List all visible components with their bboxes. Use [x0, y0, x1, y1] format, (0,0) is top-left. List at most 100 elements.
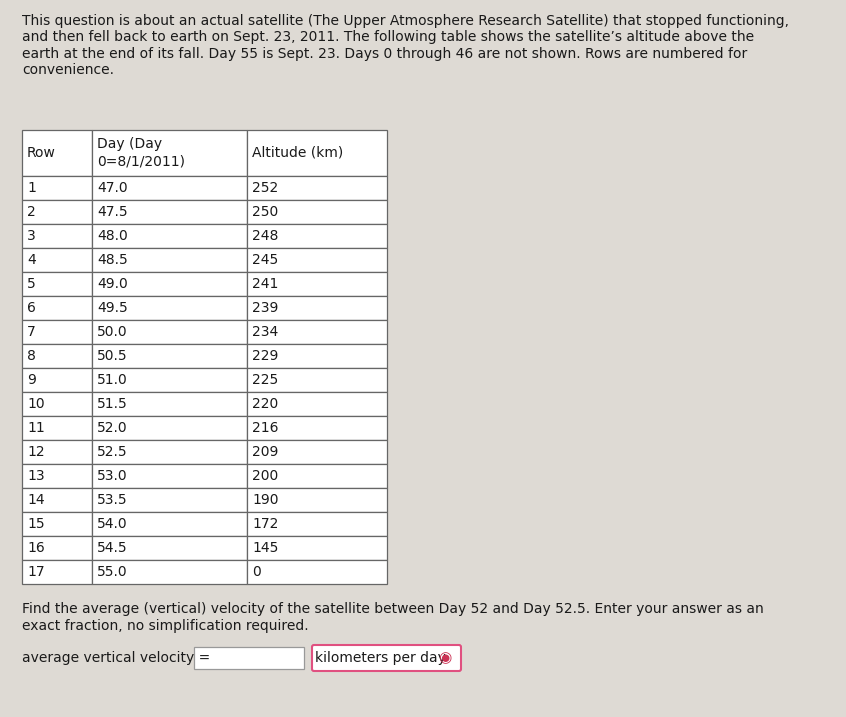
- Text: This question is about an actual satellite (The Upper Atmosphere Research Satell: This question is about an actual satelli…: [22, 14, 789, 28]
- Bar: [247, 464, 387, 488]
- Bar: [22, 440, 92, 464]
- Text: 47.5: 47.5: [97, 205, 128, 219]
- Text: ◉: ◉: [438, 650, 452, 665]
- Text: 10: 10: [27, 397, 45, 411]
- Text: 14: 14: [27, 493, 45, 507]
- Text: 245: 245: [252, 253, 278, 267]
- Text: 54.0: 54.0: [97, 517, 128, 531]
- Bar: [247, 200, 387, 224]
- Bar: [247, 488, 387, 512]
- Text: 234: 234: [252, 325, 278, 339]
- Bar: [92, 440, 247, 464]
- Text: Day (Day
0=8/1/2011): Day (Day 0=8/1/2011): [97, 138, 185, 168]
- Bar: [247, 416, 387, 440]
- Bar: [247, 536, 387, 560]
- Text: 5: 5: [27, 277, 36, 291]
- Text: 3: 3: [27, 229, 36, 243]
- Bar: [247, 272, 387, 296]
- Bar: [22, 416, 92, 440]
- Bar: [22, 488, 92, 512]
- Text: 190: 190: [252, 493, 278, 507]
- Text: 48.5: 48.5: [97, 253, 128, 267]
- Text: earth at the end of its fall. Day 55 is Sept. 23. Days 0 through 46 are not show: earth at the end of its fall. Day 55 is …: [22, 47, 747, 61]
- Text: 55.0: 55.0: [97, 565, 128, 579]
- Bar: [247, 344, 387, 368]
- Text: 248: 248: [252, 229, 278, 243]
- Bar: [92, 200, 247, 224]
- Text: 12: 12: [27, 445, 45, 459]
- Bar: [247, 368, 387, 392]
- Bar: [247, 320, 387, 344]
- Text: 216: 216: [252, 421, 278, 435]
- Bar: [22, 130, 92, 176]
- Bar: [22, 536, 92, 560]
- Bar: [22, 392, 92, 416]
- Bar: [22, 368, 92, 392]
- Text: 241: 241: [252, 277, 278, 291]
- Bar: [247, 176, 387, 200]
- Text: and then fell back to earth on Sept. 23, 2011. The following table shows the sat: and then fell back to earth on Sept. 23,…: [22, 31, 754, 44]
- Bar: [92, 272, 247, 296]
- Bar: [22, 200, 92, 224]
- Text: 53.5: 53.5: [97, 493, 128, 507]
- Text: 6: 6: [27, 301, 36, 315]
- Bar: [22, 272, 92, 296]
- Text: 1: 1: [27, 181, 36, 195]
- Bar: [22, 512, 92, 536]
- Text: 220: 220: [252, 397, 278, 411]
- Bar: [247, 224, 387, 248]
- Bar: [22, 344, 92, 368]
- Bar: [92, 224, 247, 248]
- Bar: [22, 560, 92, 584]
- Text: Find the average (vertical) velocity of the satellite between Day 52 and Day 52.: Find the average (vertical) velocity of …: [22, 602, 764, 616]
- Text: kilometers per day: kilometers per day: [316, 651, 446, 665]
- Text: 15: 15: [27, 517, 45, 531]
- Bar: [247, 560, 387, 584]
- Text: 225: 225: [252, 373, 278, 387]
- Bar: [92, 344, 247, 368]
- Bar: [22, 248, 92, 272]
- Text: exact fraction, no simplification required.: exact fraction, no simplification requir…: [22, 619, 309, 633]
- Text: 172: 172: [252, 517, 278, 531]
- Bar: [92, 368, 247, 392]
- Text: 52.5: 52.5: [97, 445, 128, 459]
- FancyBboxPatch shape: [312, 645, 461, 671]
- Text: 229: 229: [252, 349, 278, 363]
- Text: 209: 209: [252, 445, 278, 459]
- Text: 250: 250: [252, 205, 278, 219]
- Text: 9: 9: [27, 373, 36, 387]
- Text: 145: 145: [252, 541, 278, 555]
- Bar: [247, 440, 387, 464]
- Text: 7: 7: [27, 325, 36, 339]
- Bar: [92, 488, 247, 512]
- Bar: [247, 392, 387, 416]
- Text: 54.5: 54.5: [97, 541, 128, 555]
- Text: 17: 17: [27, 565, 45, 579]
- Bar: [22, 320, 92, 344]
- Text: Altitude (km): Altitude (km): [252, 146, 343, 160]
- Text: 47.0: 47.0: [97, 181, 128, 195]
- Bar: [92, 464, 247, 488]
- Text: 8: 8: [27, 349, 36, 363]
- Bar: [92, 320, 247, 344]
- Text: 50.5: 50.5: [97, 349, 128, 363]
- Text: 239: 239: [252, 301, 278, 315]
- Bar: [92, 248, 247, 272]
- Bar: [247, 248, 387, 272]
- Bar: [22, 296, 92, 320]
- Text: 4: 4: [27, 253, 36, 267]
- Bar: [92, 296, 247, 320]
- Bar: [92, 536, 247, 560]
- Bar: [22, 176, 92, 200]
- Bar: [247, 130, 387, 176]
- Text: 16: 16: [27, 541, 45, 555]
- Text: 200: 200: [252, 469, 278, 483]
- Text: 49.5: 49.5: [97, 301, 128, 315]
- Bar: [92, 560, 247, 584]
- Text: 2: 2: [27, 205, 36, 219]
- Text: 252: 252: [252, 181, 278, 195]
- Bar: [92, 416, 247, 440]
- Text: 53.0: 53.0: [97, 469, 128, 483]
- Text: 0: 0: [252, 565, 261, 579]
- Bar: [22, 464, 92, 488]
